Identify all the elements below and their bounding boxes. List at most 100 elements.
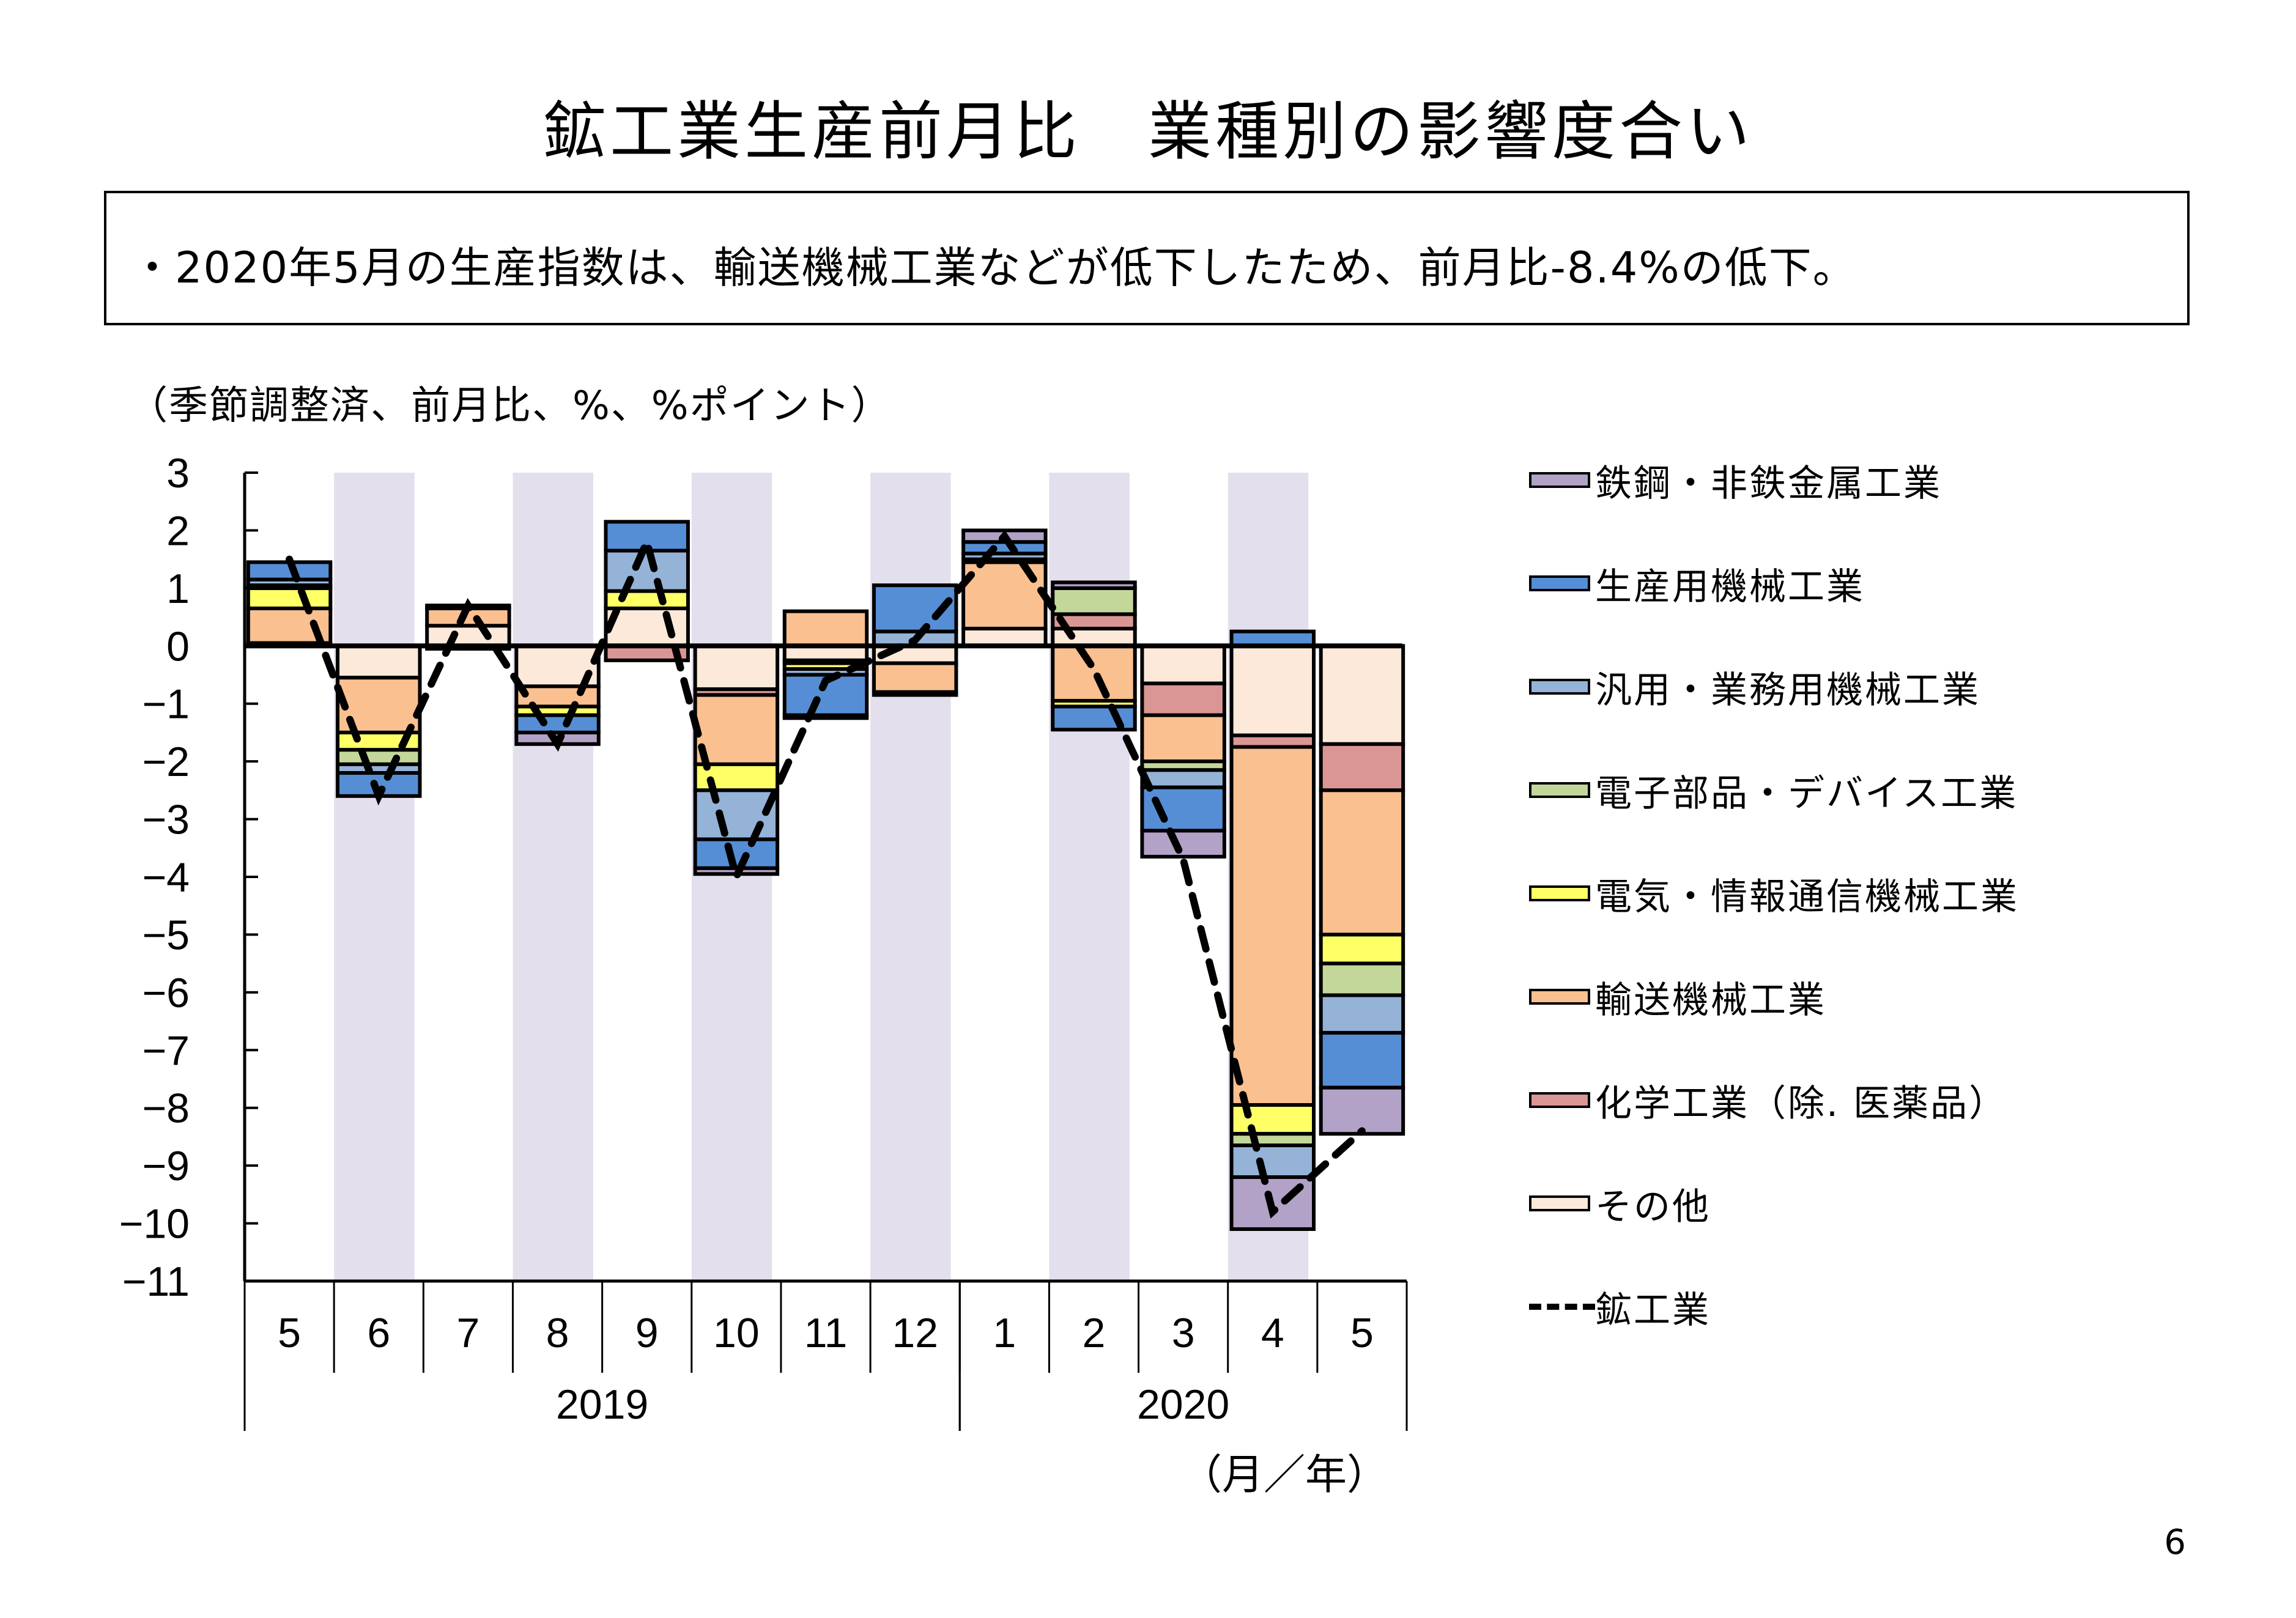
bar-segment <box>1319 933 1405 966</box>
bar-segment <box>1319 742 1405 792</box>
bar-segment <box>425 624 511 648</box>
legend-item: 汎用・業務用機械工業 <box>1529 662 1980 712</box>
legend-label: 鉱工業 <box>1595 1288 1711 1332</box>
bar-segment <box>1319 993 1405 1035</box>
x-tick-label: 7 <box>456 1310 480 1356</box>
y-tick-label: −10 <box>119 1201 190 1247</box>
legend-swatch <box>1529 575 1590 591</box>
legend-swatch <box>1529 1092 1590 1108</box>
bar-segment <box>336 748 422 766</box>
bar-segment <box>872 583 958 634</box>
legend-item: 化学工業（除. 医薬品） <box>1529 1076 2007 1125</box>
year-label: 2020 <box>1137 1381 1229 1428</box>
x-tick-label: 6 <box>367 1310 390 1356</box>
shaded-column <box>691 473 772 1281</box>
y-tick-label: 0 <box>166 623 190 670</box>
bar-segment <box>1140 644 1226 685</box>
bar-segment <box>1140 768 1226 789</box>
y-tick-label: −2 <box>142 739 190 785</box>
year-label: 2019 <box>556 1381 648 1428</box>
legend-label: 化学工業（除. 医薬品） <box>1595 1082 2008 1125</box>
legend-item: その他 <box>1529 1179 1711 1228</box>
total-line <box>286 530 1366 1219</box>
x-tick-label: 11 <box>804 1310 848 1356</box>
bar-segment <box>1319 961 1405 997</box>
x-tick-label: 3 <box>1172 1310 1195 1356</box>
bar-segment <box>514 713 601 734</box>
legend-item: 生産用機械工業 <box>1529 559 1865 608</box>
bar-segment <box>1319 1085 1405 1136</box>
bar-segment <box>1140 713 1226 764</box>
x-axis-label: （月／年） <box>1180 1452 1388 1498</box>
x-tick-label: 5 <box>278 1310 301 1356</box>
bar-segment <box>872 661 958 694</box>
summary-box: ・2020年5月の生産指数は、輸送機械工業などが低下したため、前月比-8.4%の… <box>104 191 2190 325</box>
bar-segment <box>693 644 780 692</box>
legend-label: 電子部品・デバイス工業 <box>1595 772 2018 815</box>
y-tick-label: −4 <box>142 854 190 901</box>
bar-segment <box>1319 788 1405 937</box>
page-title: 鉱工業生産前月比 業種別の影響度合い <box>542 94 1753 169</box>
bar-segment <box>246 586 333 610</box>
bar-segment <box>782 713 869 720</box>
y-tick-label: −11 <box>122 1258 190 1305</box>
bar-segment <box>1319 1030 1405 1090</box>
y-tick-label: 1 <box>166 566 190 612</box>
bar-segment <box>961 626 1048 648</box>
bar-segment <box>872 690 958 697</box>
bar-segment <box>961 560 1048 630</box>
bar-segment <box>1140 785 1226 833</box>
x-tick-label: 4 <box>1261 1310 1284 1356</box>
y-tick-label: 2 <box>166 508 190 554</box>
legend-label: 輸送機械工業 <box>1595 978 1826 1022</box>
bar-segment <box>1140 829 1226 859</box>
bar-segment <box>1319 644 1405 746</box>
bar-segment <box>336 644 422 680</box>
legend-label: その他 <box>1595 1185 1711 1228</box>
legend-swatch <box>1529 679 1590 695</box>
legend-label: 汎用・業務用機械工業 <box>1595 668 1980 712</box>
legend-item: 鉱工業 <box>1529 1282 1711 1332</box>
y-tick-label: −6 <box>142 970 190 1016</box>
bar-segment <box>693 693 780 766</box>
bar-segment <box>1051 580 1137 590</box>
bar-segment <box>1051 586 1137 616</box>
x-tick-label: 9 <box>635 1310 659 1356</box>
legend-label: 電気・情報通信機械工業 <box>1595 875 2019 918</box>
x-tick-label: 2 <box>1083 1310 1106 1356</box>
y-tick-label: 3 <box>166 450 190 497</box>
y-tick-label: −5 <box>142 912 190 958</box>
bar-segment <box>1229 1143 1316 1180</box>
bar-segment <box>782 609 869 648</box>
legend-swatch <box>1529 989 1590 1005</box>
legend-line-swatch <box>1529 1304 1595 1310</box>
bar-segment <box>514 684 601 709</box>
legend-swatch <box>1529 885 1590 901</box>
unit-note: （季節調整済、前月比、%、%ポイント） <box>128 383 892 429</box>
bar-segment <box>1229 745 1316 1107</box>
x-tick-label: 10 <box>713 1310 760 1356</box>
bar-segment <box>1229 644 1316 737</box>
y-tick-label: −1 <box>142 681 190 728</box>
y-tick-label: −9 <box>142 1143 190 1189</box>
shaded-column <box>334 473 415 1281</box>
legend-item: 電気・情報通信機械工業 <box>1529 869 2019 918</box>
x-tick-label: 8 <box>546 1310 569 1356</box>
x-tick-label: 1 <box>993 1310 1016 1356</box>
bar-segment <box>604 549 690 593</box>
legend-item: 輸送機械工業 <box>1529 972 1826 1022</box>
legend-swatch <box>1529 472 1590 488</box>
y-tick-label: −7 <box>142 1027 190 1074</box>
legend-item: 鉄鋼・非鉄金属工業 <box>1529 456 1942 505</box>
summary-text: ・2020年5月の生産指数は、輸送機械工業などが低下したため、前月比-8.4%の… <box>131 243 1857 293</box>
legend-swatch <box>1529 782 1590 798</box>
bar-segment <box>1140 681 1226 717</box>
legend-label: 鉄鋼・非鉄金属工業 <box>1595 462 1942 505</box>
x-tick-label: 5 <box>1350 1310 1374 1356</box>
x-tick-label: 12 <box>892 1310 938 1356</box>
shaded-column <box>513 473 593 1281</box>
bar-segment <box>1051 644 1137 703</box>
legend-swatch <box>1529 1195 1590 1211</box>
y-tick-label: −3 <box>142 797 190 843</box>
